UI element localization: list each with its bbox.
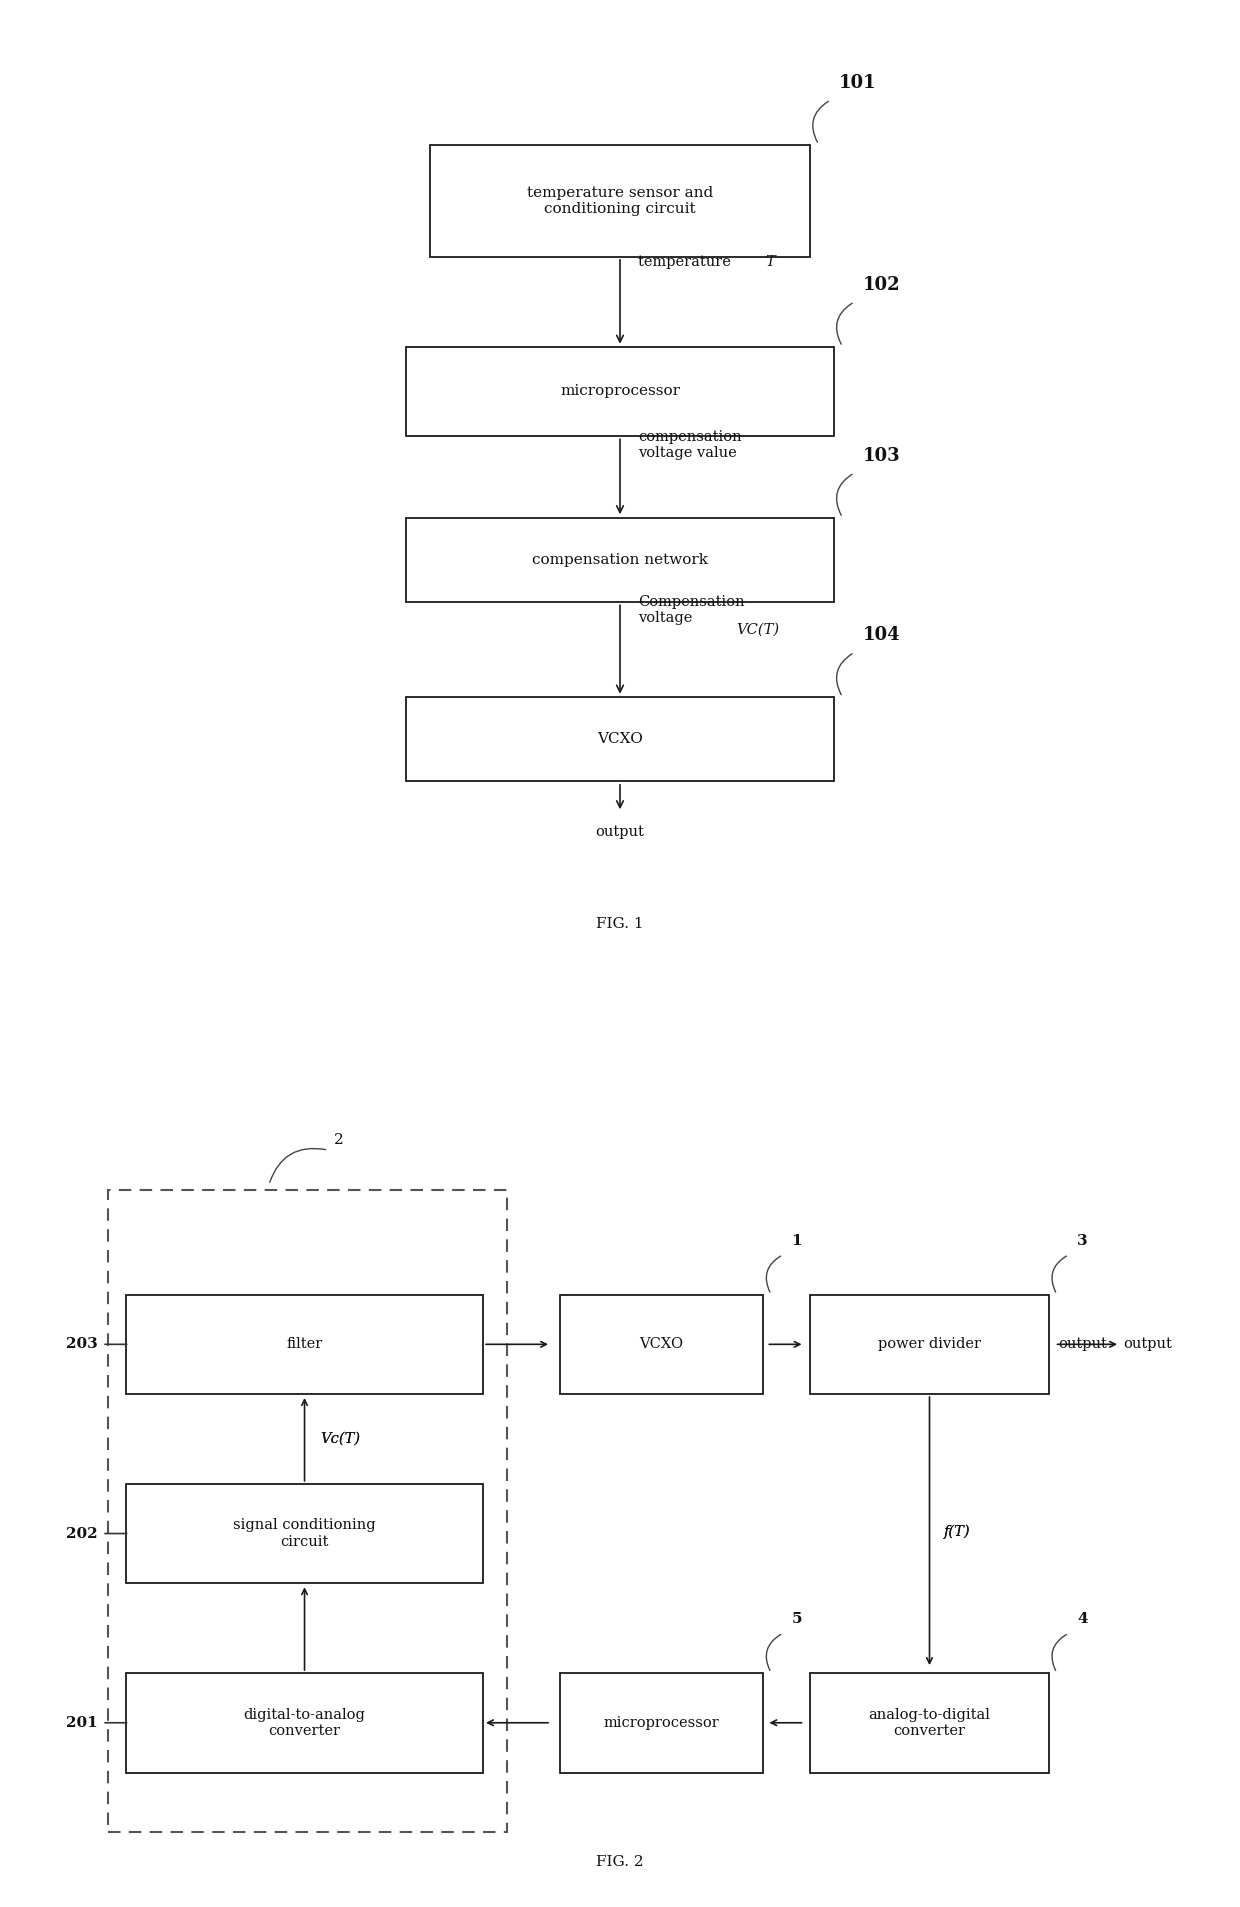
- Text: f(T): f(T): [944, 1524, 971, 1539]
- Text: 1: 1: [791, 1234, 802, 1247]
- Text: compensation network: compensation network: [532, 553, 708, 566]
- Text: T: T: [765, 256, 775, 269]
- Text: 3: 3: [1078, 1234, 1087, 1247]
- Text: 203: 203: [66, 1337, 98, 1352]
- Text: Vc(T): Vc(T): [320, 1432, 360, 1446]
- Text: signal conditioning
circuit: signal conditioning circuit: [233, 1518, 376, 1548]
- Text: temperature: temperature: [637, 256, 735, 269]
- Text: 2: 2: [335, 1133, 343, 1148]
- Text: 104: 104: [863, 627, 900, 645]
- Text: Vc(T): Vc(T): [320, 1432, 360, 1446]
- Bar: [560, 1672, 763, 1774]
- Text: 202: 202: [66, 1526, 98, 1541]
- Text: 101: 101: [839, 74, 877, 92]
- Bar: [405, 517, 835, 603]
- Text: microprocessor: microprocessor: [604, 1716, 719, 1730]
- Text: temperature sensor and
conditioning circuit: temperature sensor and conditioning circ…: [527, 185, 713, 215]
- Bar: [126, 1672, 484, 1774]
- Text: VCXO: VCXO: [640, 1337, 683, 1352]
- Text: 103: 103: [863, 446, 900, 465]
- Bar: [429, 145, 811, 257]
- Text: microprocessor: microprocessor: [560, 385, 680, 399]
- Bar: [811, 1672, 1049, 1774]
- Text: FIG. 1: FIG. 1: [596, 917, 644, 931]
- Text: 201: 201: [66, 1716, 98, 1730]
- Bar: [126, 1484, 484, 1583]
- Bar: [405, 698, 835, 782]
- Text: Compensation
voltage: Compensation voltage: [637, 595, 744, 625]
- Bar: [405, 347, 835, 437]
- Text: VC(T): VC(T): [737, 622, 780, 637]
- Bar: [560, 1295, 763, 1394]
- Text: f(T): f(T): [944, 1524, 971, 1539]
- Text: analog-to-digital
converter: analog-to-digital converter: [868, 1707, 991, 1737]
- Text: filter: filter: [286, 1337, 322, 1352]
- Text: power divider: power divider: [878, 1337, 981, 1352]
- Text: output: output: [1123, 1337, 1172, 1352]
- Bar: [811, 1295, 1049, 1394]
- Text: FIG. 2: FIG. 2: [596, 1856, 644, 1869]
- Bar: [126, 1295, 484, 1394]
- Text: 4: 4: [1078, 1611, 1087, 1627]
- Text: compensation
voltage value: compensation voltage value: [637, 431, 742, 460]
- Text: output: output: [1058, 1337, 1107, 1352]
- Text: VCXO: VCXO: [598, 732, 642, 746]
- Text: 102: 102: [863, 277, 900, 294]
- Text: 5: 5: [791, 1611, 802, 1627]
- Text: digital-to-analog
converter: digital-to-analog converter: [243, 1707, 366, 1737]
- Text: output: output: [595, 826, 645, 839]
- Bar: [108, 1190, 507, 1833]
